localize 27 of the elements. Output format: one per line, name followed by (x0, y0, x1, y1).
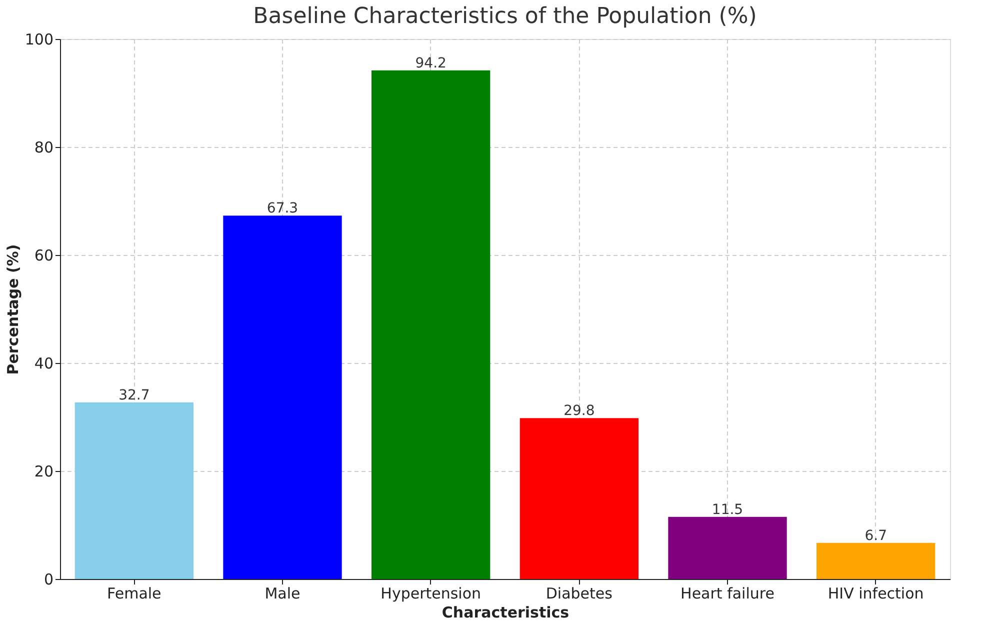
y-axis-title: Percentage (%) (4, 244, 22, 375)
y-tick-label: 100 (24, 30, 54, 48)
bar (520, 418, 638, 579)
data-label: 94.2 (415, 55, 446, 72)
y-tick-label: 20 (34, 462, 54, 480)
x-tick-label: Diabetes (546, 584, 613, 602)
x-tick-label: Hypertension (380, 584, 482, 602)
data-label: 11.5 (712, 502, 744, 518)
y-tick-label: 0 (44, 570, 54, 588)
data-label: 32.7 (118, 387, 150, 404)
x-tick-label: HIV infection (828, 584, 924, 602)
x-axis-title: Characteristics (442, 604, 570, 622)
x-tick-label: Heart failure (680, 584, 774, 602)
chart-title: Baseline Characteristics of the Population (%) (253, 4, 757, 29)
y-tick-label: 80 (34, 138, 54, 156)
bar (816, 542, 936, 579)
bar (372, 70, 490, 579)
bar (668, 516, 787, 579)
data-label: 6.7 (864, 528, 887, 544)
bar (223, 216, 342, 579)
x-tick-label: Male (264, 584, 300, 602)
y-tick-label: 40 (34, 354, 54, 372)
bar (74, 402, 194, 579)
data-label: 29.8 (564, 403, 595, 420)
x-tick-label: Female (107, 584, 162, 602)
y-tick-label: 60 (34, 246, 54, 264)
data-label: 67.3 (266, 200, 298, 217)
